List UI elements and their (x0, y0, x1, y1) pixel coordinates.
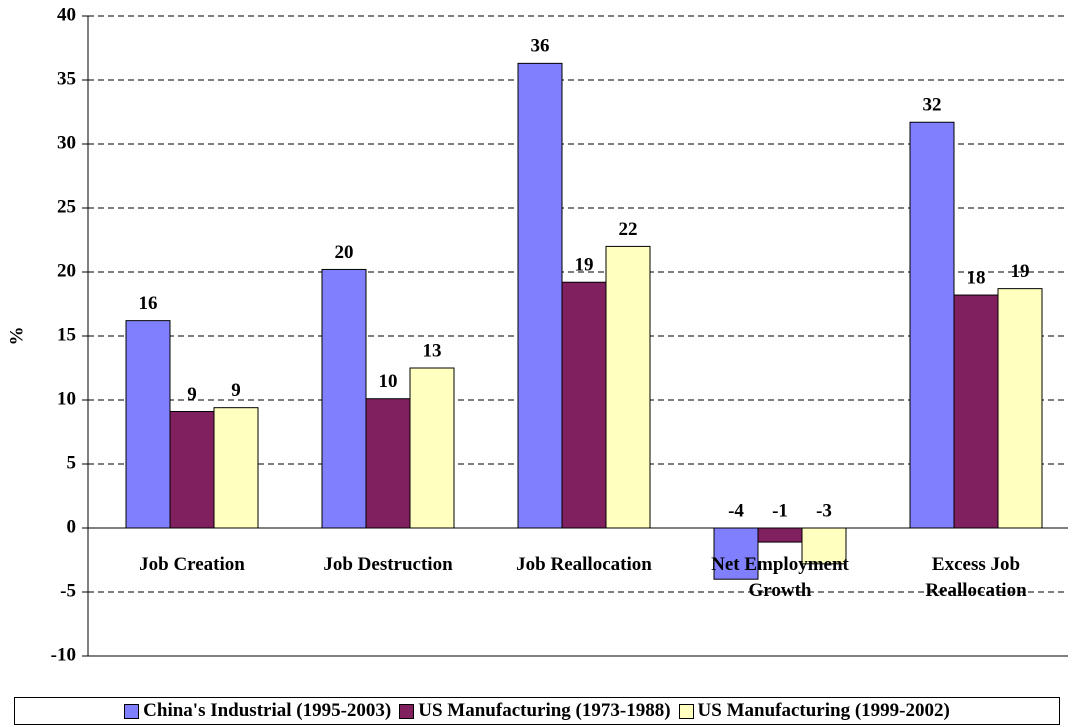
y-tick-label: 30 (57, 132, 76, 153)
value-label: -1 (772, 500, 788, 521)
legend: China's Industrial (1995-2003) US Manufac… (14, 697, 1060, 725)
legend-swatch (399, 703, 415, 719)
value-label: 10 (379, 371, 398, 392)
value-label: 16 (139, 293, 158, 314)
bar (605, 245, 651, 529)
bar (365, 398, 411, 529)
bar (213, 407, 259, 529)
y-tick-label: 15 (57, 324, 76, 345)
y-tick-label: 20 (57, 260, 76, 281)
x-tick-label: Job Reallocation (516, 554, 652, 575)
bar (909, 121, 955, 529)
legend-label: US Manufacturing (1999-2002) (697, 700, 950, 721)
y-tick-label: 10 (57, 388, 76, 409)
legend-item: China's Industrial (1995-2003) (124, 700, 391, 722)
legend-item: US Manufacturing (1999-2002) (678, 700, 950, 722)
y-tick-label: -10 (51, 644, 76, 665)
legend-swatch (124, 703, 140, 719)
bar (321, 268, 367, 529)
y-tick-label: 40 (57, 4, 76, 25)
y-axis-label: % (6, 327, 27, 346)
bar (801, 527, 847, 565)
bar (169, 411, 215, 529)
bar (757, 527, 803, 543)
x-tick-label: Excess Job Reallocation (925, 554, 1027, 601)
bar (409, 367, 455, 529)
bar (517, 62, 563, 529)
legend-label: China's Industrial (1995-2003) (143, 700, 392, 721)
y-tick-label: 0 (67, 516, 77, 537)
y-tick-label: 25 (57, 196, 76, 217)
legend-label: US Manufacturing (1973-1988) (418, 700, 671, 721)
x-tick-label: Job Creation (139, 554, 245, 575)
bar (125, 320, 171, 529)
value-label: 13 (423, 340, 442, 361)
value-label: 20 (335, 242, 354, 263)
value-label: -4 (728, 500, 744, 521)
legend-item: US Manufacturing (1973-1988) (399, 700, 671, 722)
legend-swatch (678, 703, 694, 719)
value-label: 9 (187, 384, 197, 405)
value-label: 36 (531, 36, 550, 57)
bar (713, 527, 759, 580)
value-label: 32 (923, 95, 942, 116)
y-tick-label: -5 (60, 580, 76, 601)
bar (953, 294, 999, 529)
bar (997, 288, 1043, 529)
value-label: 9 (231, 380, 241, 401)
y-tick-label: 35 (57, 68, 76, 89)
value-label: 22 (619, 219, 638, 240)
bar (561, 281, 607, 529)
value-label: 19 (575, 255, 594, 276)
value-label: 18 (967, 267, 986, 288)
x-tick-label: Net Employment Growth (711, 554, 849, 601)
x-tick-label: Job Destruction (323, 554, 453, 575)
y-tick-label: 5 (67, 452, 77, 473)
value-label: 19 (1011, 261, 1030, 282)
value-label: -3 (816, 500, 832, 521)
